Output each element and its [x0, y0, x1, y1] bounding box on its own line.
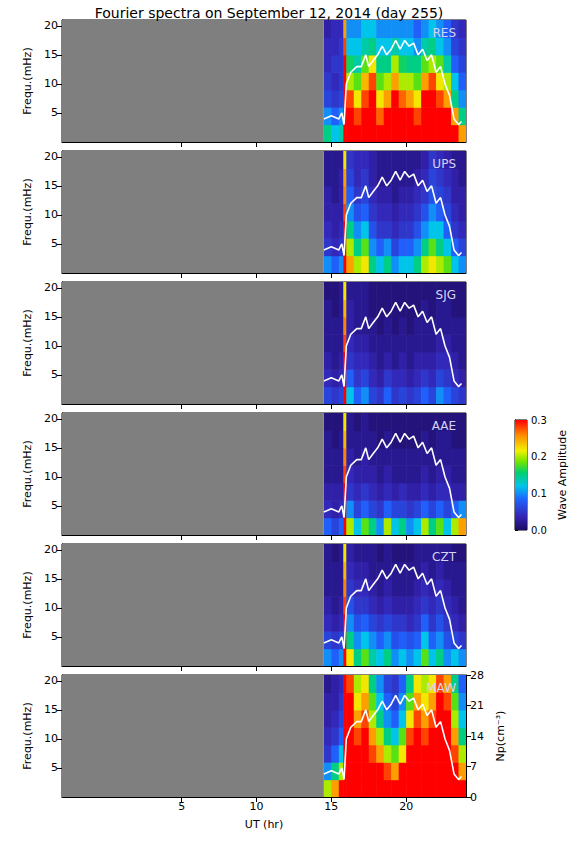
svg-text:20: 20 [44, 543, 58, 556]
svg-text:CZT: CZT [432, 550, 457, 564]
svg-text:Np(cm⁻³): Np(cm⁻³) [494, 711, 507, 762]
svg-text:5: 5 [51, 761, 58, 774]
svg-text:Frequ.(mHz): Frequ.(mHz) [21, 47, 34, 114]
svg-text:Frequ.(mHz): Frequ.(mHz) [21, 309, 34, 376]
svg-text:20: 20 [44, 412, 58, 425]
svg-text:0.3: 0.3 [531, 415, 547, 426]
svg-text:Frequ.(mHz): Frequ.(mHz) [21, 571, 34, 638]
svg-text:5: 5 [51, 237, 58, 250]
svg-text:15: 15 [44, 703, 58, 716]
svg-text:10: 10 [44, 77, 58, 90]
svg-text:10: 10 [44, 470, 58, 483]
svg-text:15: 15 [44, 572, 58, 585]
svg-text:15: 15 [44, 179, 58, 192]
svg-text:20: 20 [44, 19, 58, 32]
svg-text:20: 20 [44, 150, 58, 163]
svg-text:20: 20 [44, 281, 58, 294]
svg-text:28: 28 [470, 669, 484, 682]
svg-text:15: 15 [44, 441, 58, 454]
svg-text:RES: RES [432, 26, 456, 40]
svg-text:UT (hr): UT (hr) [245, 818, 283, 831]
svg-text:UPS: UPS [432, 157, 456, 171]
svg-text:SJG: SJG [436, 288, 456, 302]
svg-text:Wave Amplitude: Wave Amplitude [556, 430, 569, 520]
svg-text:20: 20 [399, 800, 413, 813]
svg-text:0.2: 0.2 [531, 451, 547, 462]
svg-text:5: 5 [51, 499, 58, 512]
svg-text:0: 0 [470, 791, 477, 804]
svg-text:15: 15 [324, 800, 338, 813]
svg-text:Frequ.(mHz): Frequ.(mHz) [21, 440, 34, 507]
svg-text:5: 5 [178, 800, 185, 813]
svg-text:Frequ.(mHz): Frequ.(mHz) [21, 702, 34, 769]
svg-text:10: 10 [44, 601, 58, 614]
svg-text:10: 10 [44, 208, 58, 221]
svg-text:0.1: 0.1 [531, 488, 547, 499]
svg-text:7: 7 [470, 760, 477, 773]
svg-text:MAW: MAW [426, 681, 456, 695]
svg-text:10: 10 [44, 339, 58, 352]
svg-text:10: 10 [44, 732, 58, 745]
svg-text:20: 20 [44, 674, 58, 687]
svg-text:Frequ.(mHz): Frequ.(mHz) [21, 178, 34, 245]
svg-text:Fourier spectra on September 1: Fourier spectra on September 12, 2014 (d… [95, 5, 444, 21]
svg-text:21: 21 [470, 699, 484, 712]
svg-text:10: 10 [250, 800, 264, 813]
svg-text:0.0: 0.0 [531, 525, 547, 536]
svg-text:15: 15 [44, 310, 58, 323]
svg-text:5: 5 [51, 630, 58, 643]
svg-text:5: 5 [51, 106, 58, 119]
svg-text:14: 14 [470, 730, 484, 743]
svg-text:AAE: AAE [432, 419, 456, 433]
svg-text:5: 5 [51, 368, 58, 381]
svg-text:15: 15 [44, 48, 58, 61]
